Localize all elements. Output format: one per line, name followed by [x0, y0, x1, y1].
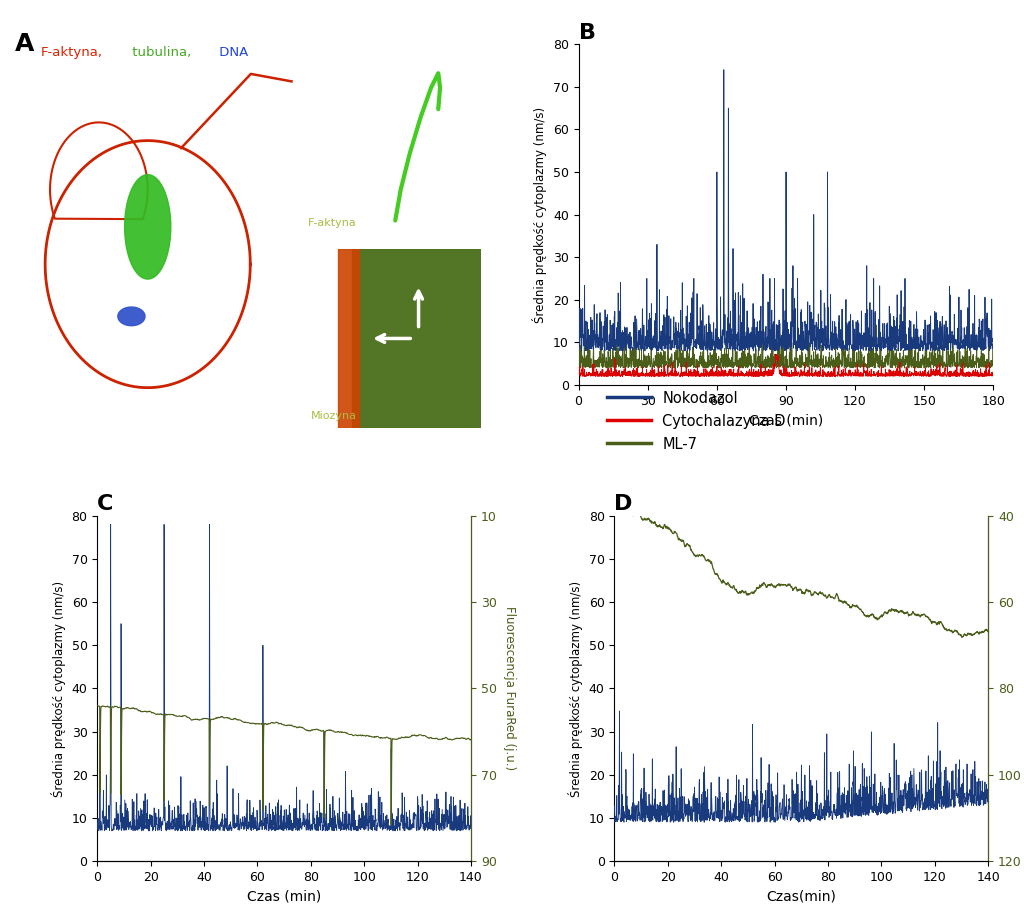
Text: F-aktyna,: F-aktyna, [41, 46, 103, 59]
X-axis label: Czas (min): Czas (min) [247, 890, 322, 904]
Y-axis label: Średnia prędkość cytoplazmy (nm/s): Średnia prędkość cytoplazmy (nm/s) [568, 580, 583, 797]
Text: C: C [97, 495, 114, 514]
Text: DNA: DNA [215, 46, 248, 59]
Polygon shape [118, 307, 145, 326]
Polygon shape [338, 249, 359, 428]
Text: Miozyna: Miozyna [311, 412, 357, 421]
Text: F-aktyna: F-aktyna [307, 218, 356, 227]
Y-axis label: Fluorescencja FuraRed (j.u.): Fluorescencja FuraRed (j.u.) [503, 606, 516, 771]
X-axis label: Czas (min): Czas (min) [749, 414, 823, 427]
Y-axis label: Średnia prędkość cytoplazmy (nm/s): Średnia prędkość cytoplazmy (nm/s) [51, 580, 66, 797]
Polygon shape [125, 175, 171, 279]
Y-axis label: Średnia prędkość cytoplazmy (nm/s): Średnia prędkość cytoplazmy (nm/s) [532, 107, 547, 322]
Legend: Nokodazol, Cytochalazyna D, ML-7: Nokodazol, Cytochalazyna D, ML-7 [601, 385, 792, 458]
Text: FC: FC [311, 262, 327, 273]
Text: FC: FC [39, 392, 56, 405]
Text: tubulina,: tubulina, [128, 46, 191, 59]
Text: D: D [614, 495, 633, 514]
X-axis label: Czas(min): Czas(min) [766, 890, 837, 904]
Text: B: B [579, 23, 596, 42]
Polygon shape [352, 249, 481, 428]
Text: A: A [15, 32, 35, 56]
Text: FC: FC [406, 62, 422, 72]
